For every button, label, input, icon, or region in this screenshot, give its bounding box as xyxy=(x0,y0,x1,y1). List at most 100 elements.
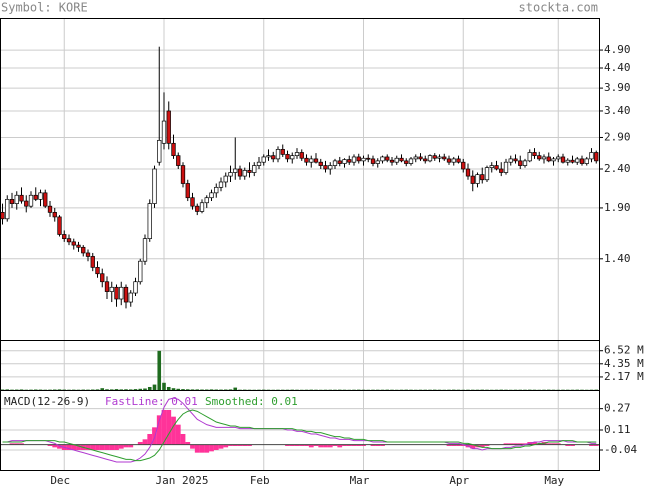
macd-histogram-bar xyxy=(204,444,210,453)
candle-body xyxy=(138,260,143,283)
macd-histogram-bar xyxy=(161,410,167,445)
candle-body xyxy=(0,212,5,220)
candle-body xyxy=(128,292,133,303)
candle-body xyxy=(408,158,414,164)
macd-histogram-bar xyxy=(66,444,72,450)
candle-body xyxy=(513,158,518,162)
macd-histogram-bar xyxy=(185,442,191,445)
macd-histogram-bar xyxy=(104,444,110,450)
panels: 4.90 4.40 3.90 3.40 2.90 2.40 1.90 1.40 6.52 M4.… xyxy=(0,18,644,486)
candle-body xyxy=(579,158,585,164)
macd-histogram-bar xyxy=(446,444,452,446)
macd-histogram-bar xyxy=(346,444,352,446)
candle-body xyxy=(480,174,485,181)
candle-body xyxy=(275,149,281,160)
macd-histogram-bar xyxy=(237,444,243,446)
macd-histogram-bar xyxy=(456,444,461,446)
candle-body xyxy=(380,156,385,162)
macd-histogram-bar xyxy=(313,444,319,446)
x-tick-label: Apr xyxy=(449,474,469,486)
candle-body xyxy=(43,192,48,207)
candle-body xyxy=(427,155,433,162)
macd-histogram-bar xyxy=(332,444,338,446)
macd-histogram-bar xyxy=(351,444,357,446)
candle-body xyxy=(385,156,390,161)
candle-body xyxy=(104,281,110,292)
volume-bar xyxy=(109,389,114,390)
candle-body xyxy=(299,152,304,159)
macd-histogram-bar xyxy=(484,444,490,446)
candle-body xyxy=(499,168,504,173)
candle-body xyxy=(494,165,499,170)
candle-body xyxy=(271,155,276,160)
macd-histogram-bar xyxy=(76,444,81,450)
y-tick-label: 2.17 M xyxy=(604,370,644,383)
macd-histogram-bar xyxy=(370,444,376,446)
y-tick-label: 0.27 xyxy=(604,402,631,415)
macd-histogram-bar xyxy=(337,444,343,448)
volume-bar xyxy=(19,389,24,390)
macd-histogram-bar xyxy=(128,444,134,448)
candle-body xyxy=(461,161,466,170)
candle-body xyxy=(309,158,314,163)
candle-body xyxy=(52,212,57,218)
volume-bar xyxy=(133,389,138,390)
candle-body xyxy=(508,158,513,163)
candle-body xyxy=(342,159,347,164)
macd-histogram-bar xyxy=(152,427,157,445)
candle-body xyxy=(285,154,290,160)
macd-histogram-bar xyxy=(147,434,153,445)
macd-histogram-bar xyxy=(289,444,295,446)
candle-body xyxy=(223,175,228,183)
macd-histogram-bar xyxy=(213,444,219,450)
macd-histogram-bar xyxy=(517,443,523,445)
macd-histogram-bar xyxy=(375,444,381,446)
candle-body xyxy=(171,142,176,157)
candle-body xyxy=(575,158,580,163)
volume-bar xyxy=(124,389,128,390)
candle-body xyxy=(290,155,295,160)
candle-body xyxy=(465,168,471,177)
macd-histogram-bar xyxy=(242,444,248,446)
candle-body xyxy=(142,238,148,262)
candle-body xyxy=(114,286,119,300)
macd-histogram-bar xyxy=(536,443,542,445)
volume-bar xyxy=(195,389,200,390)
candle-body xyxy=(195,205,200,212)
macd-histogram-bar xyxy=(14,443,20,445)
candle-body xyxy=(503,161,509,173)
candle-body xyxy=(237,168,243,177)
candle-body xyxy=(532,152,537,157)
candle-body xyxy=(456,158,461,163)
candle-body xyxy=(442,156,447,160)
candle-body xyxy=(537,155,542,160)
candle-body xyxy=(323,165,328,170)
volume-bar xyxy=(119,389,124,390)
legend-entry: Smoothed: 0.01 xyxy=(205,395,298,408)
macd-histogram-bar xyxy=(190,444,195,449)
site: stockta.com xyxy=(519,1,598,15)
macd-histogram-bar xyxy=(223,444,229,448)
macd-histogram-bar xyxy=(570,444,575,446)
macd-histogram-bar xyxy=(123,444,129,448)
candle-body xyxy=(62,234,67,240)
candle-body xyxy=(19,194,24,202)
candle-body xyxy=(14,194,19,204)
macd-histogram-bar xyxy=(171,416,176,445)
volume-bar xyxy=(143,388,147,390)
macd-histogram-bar xyxy=(318,444,324,448)
candle-body xyxy=(475,174,480,184)
volume-bar xyxy=(176,388,181,390)
candle-body xyxy=(356,156,361,162)
candle-body xyxy=(399,157,404,162)
candle-body xyxy=(100,273,105,283)
candle-body xyxy=(589,152,594,160)
volume-bar xyxy=(105,389,109,390)
candle-body xyxy=(71,241,76,246)
macd-histogram-bar xyxy=(9,443,15,445)
candle-body xyxy=(570,159,575,163)
candle-body xyxy=(157,140,162,163)
macd-histogram-bar xyxy=(19,443,24,445)
volume-bar xyxy=(209,389,214,390)
